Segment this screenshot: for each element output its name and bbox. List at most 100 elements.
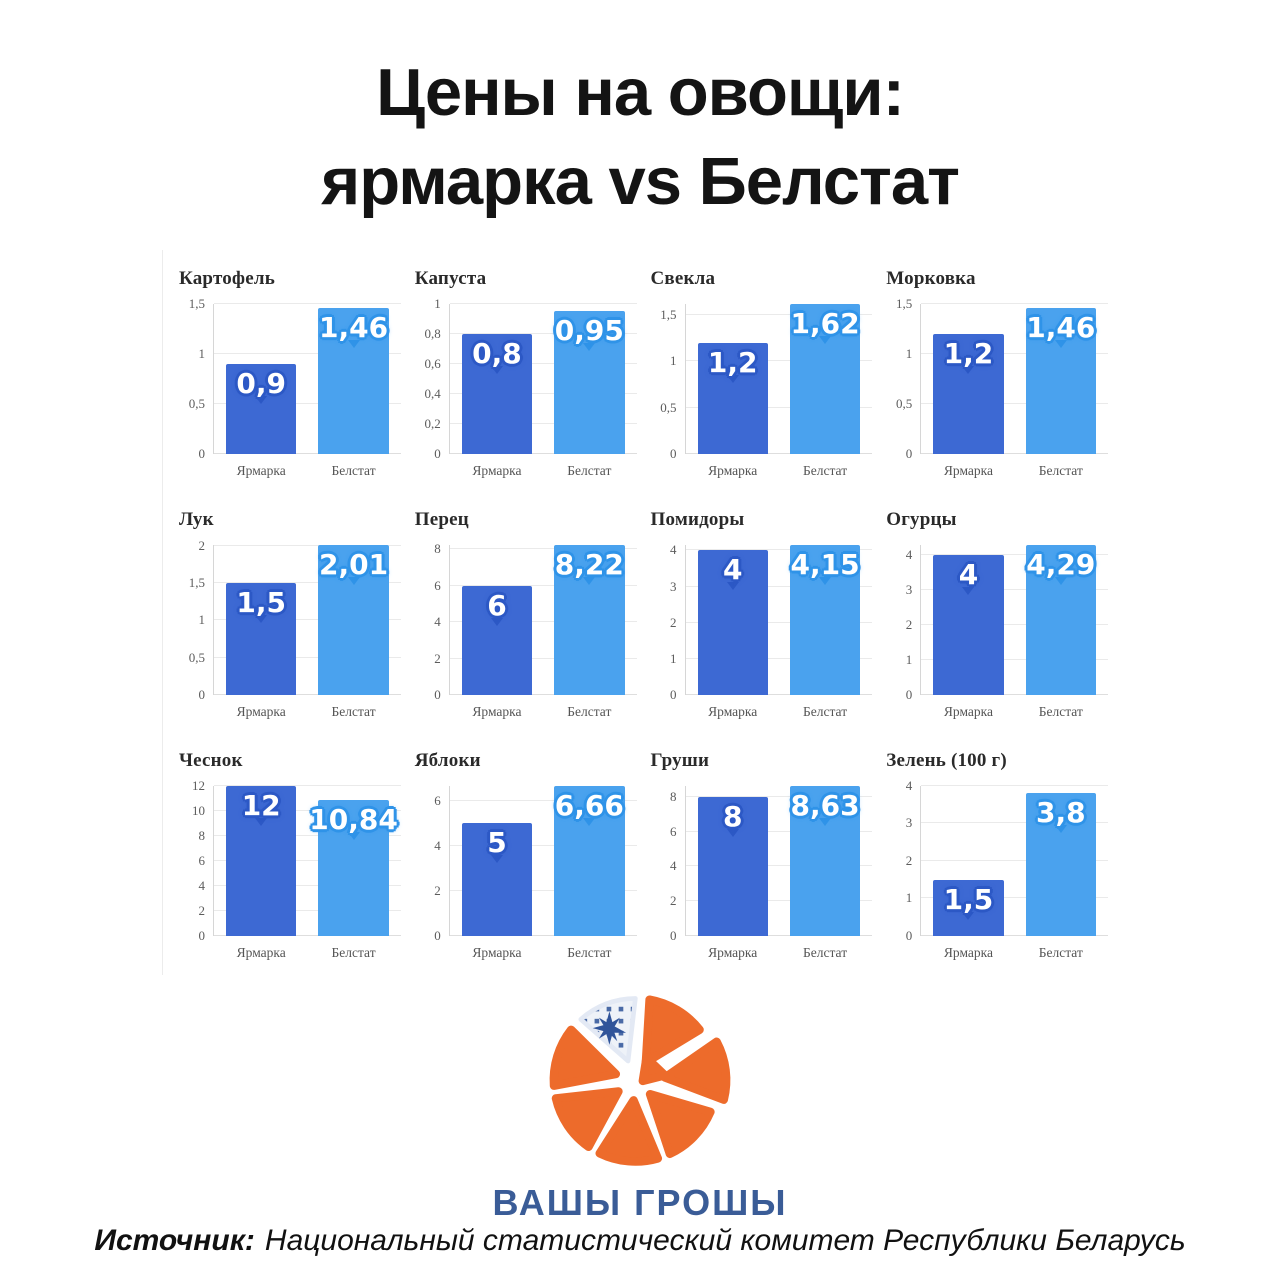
chart-plot: 0 2 4 6 5 6,66 [411, 786, 637, 942]
gridline [921, 659, 1108, 661]
sticker-tail-icon [962, 911, 975, 920]
y-tick-label: 3 [905, 582, 913, 598]
gridline [449, 935, 637, 937]
x-axis-label: Белстат [803, 463, 848, 479]
y-tick-label: 12 [192, 778, 205, 794]
mini-chart: Морковка 0 0,5 1 1,5 1,2 1,46 Ярмарка Белстат [882, 268, 1108, 479]
value-sticker: 1,62 [776, 307, 874, 344]
sticker-tail-icon [490, 617, 503, 626]
chart-title: Яблоки [414, 750, 481, 772]
x-axis-labels: Ярмарка Белстат [214, 463, 401, 479]
ornament-wedge [578, 996, 638, 1064]
value-label: 1,62 [790, 307, 860, 341]
x-axis-label: Белстат [567, 463, 612, 479]
y-axis: 0 2 4 6 [411, 786, 449, 942]
gridline [214, 885, 401, 887]
gridline [921, 353, 1108, 355]
x-axis-label: Белстат [331, 945, 376, 961]
chart-plot: 0 2 4 6 8 8 8,63 [647, 786, 873, 942]
mini-chart: Огурцы 0 1 2 3 4 4 4,29 Ярмарка Белстат [882, 509, 1108, 720]
value-sticker: 10,84 [304, 805, 402, 840]
x-axis-labels: Ярмарка Белстат [450, 463, 637, 479]
sticker-tail-icon [962, 365, 975, 374]
gridline [685, 694, 873, 696]
gridline [921, 822, 1108, 824]
x-axis-label: Ярмарка [943, 945, 993, 961]
bar-ярмарка: 6 [461, 586, 533, 696]
page-title-line2: ярмарка vs Белстат [321, 144, 960, 220]
y-tick-label: 6 [198, 853, 206, 869]
sticker-tail-icon [962, 586, 975, 595]
sticker-tail-icon [726, 828, 739, 837]
y-tick-label: 4 [434, 838, 441, 854]
x-axis-label: Белстат [567, 704, 612, 720]
gridline [214, 785, 401, 787]
chart-title: Чеснок [179, 750, 243, 772]
sticker-tail-icon [490, 854, 503, 863]
plot-area: 1,5 2,01 [213, 545, 401, 696]
x-axis-label: Ярмарка [472, 704, 522, 720]
y-tick-label: 4 [198, 878, 206, 894]
gridline [214, 694, 401, 696]
value-label: 4 [958, 558, 979, 592]
gridline [921, 589, 1108, 591]
y-tick-label: 2 [670, 893, 677, 909]
value-sticker: 1,2 [684, 348, 782, 383]
gridline [449, 845, 637, 847]
x-axis-label: Белстат [803, 704, 848, 720]
orange-coin-logo-icon [549, 995, 731, 1166]
chart-title: Морковка [886, 268, 976, 290]
value-label: 0,95 [554, 314, 624, 348]
bars-group: 1,2 1,62 [684, 304, 874, 455]
bar-белстат: 6,66 [554, 786, 625, 937]
source-line: Источник: Национальный статистический ком… [0, 1224, 1280, 1258]
plot-area: 8 8,63 [684, 786, 873, 937]
gridline [685, 622, 873, 624]
gridline [685, 935, 873, 937]
bar-ярмарка: 4 [933, 555, 1004, 696]
sticker-tail-icon [255, 817, 268, 826]
y-tick-label: 3 [905, 815, 913, 831]
y-axis: 0 2 4 6 8 [411, 542, 449, 701]
gridline [921, 624, 1108, 626]
gridline [921, 403, 1108, 405]
mini-chart: Свекла 0 0,5 1 1,5 1,2 1,62 Ярмарка Белстат [647, 268, 873, 479]
plot-area: 4 4,15 [684, 545, 873, 696]
y-tick-label: 0,2 [424, 416, 441, 432]
value-label: 0,9 [236, 367, 286, 401]
chart-plot: 0 1 2 3 4 4 4,29 [882, 545, 1110, 701]
bars-group: 4 4,29 [921, 545, 1110, 696]
value-sticker: 1,2 [919, 339, 1017, 374]
plot-area: 12 10,84 [213, 785, 402, 937]
y-tick-label: 1 [434, 296, 441, 312]
value-label: 6,66 [554, 789, 624, 823]
value-label: 4,15 [790, 548, 860, 582]
chart-plot: 0 1 2 3 4 4 4,15 [647, 543, 873, 701]
y-tick-label: 0 [198, 928, 206, 944]
gridline [214, 303, 401, 305]
bars-group: 6 8,22 [450, 545, 637, 696]
gridline [449, 333, 637, 335]
vashy-groshy-logo: ВАШЫ ГРОШЫ [0, 991, 1280, 1224]
x-axis-label: Ярмарка [236, 704, 286, 720]
gridline [214, 935, 401, 937]
x-axis-labels: Ярмарка Белстат [921, 463, 1108, 479]
y-axis: 0 2 4 6 8 [647, 786, 685, 942]
plot-area: 1,5 3,8 [920, 785, 1110, 937]
bars-group: 1,5 2,01 [214, 545, 401, 696]
sticker-tail-icon [819, 817, 832, 826]
value-sticker: 1,46 [1012, 313, 1110, 348]
y-tick-label: 6 [670, 824, 677, 840]
gridline [449, 585, 637, 587]
gridline [449, 800, 637, 802]
y-axis: 0 0,5 1 1,5 [175, 297, 213, 460]
x-axis-label: Ярмарка [236, 945, 286, 961]
y-tick-label: 0 [670, 687, 677, 703]
value-label: 2,01 [319, 548, 389, 582]
bar-белстат: 0,95 [554, 311, 625, 455]
y-axis: 0 0,5 1 1,5 2 [175, 539, 213, 701]
y-tick-label: 1,5 [188, 575, 205, 591]
gridline [449, 694, 637, 696]
value-sticker: 3,8 [1012, 798, 1110, 833]
value-sticker: 4,29 [1012, 550, 1110, 585]
